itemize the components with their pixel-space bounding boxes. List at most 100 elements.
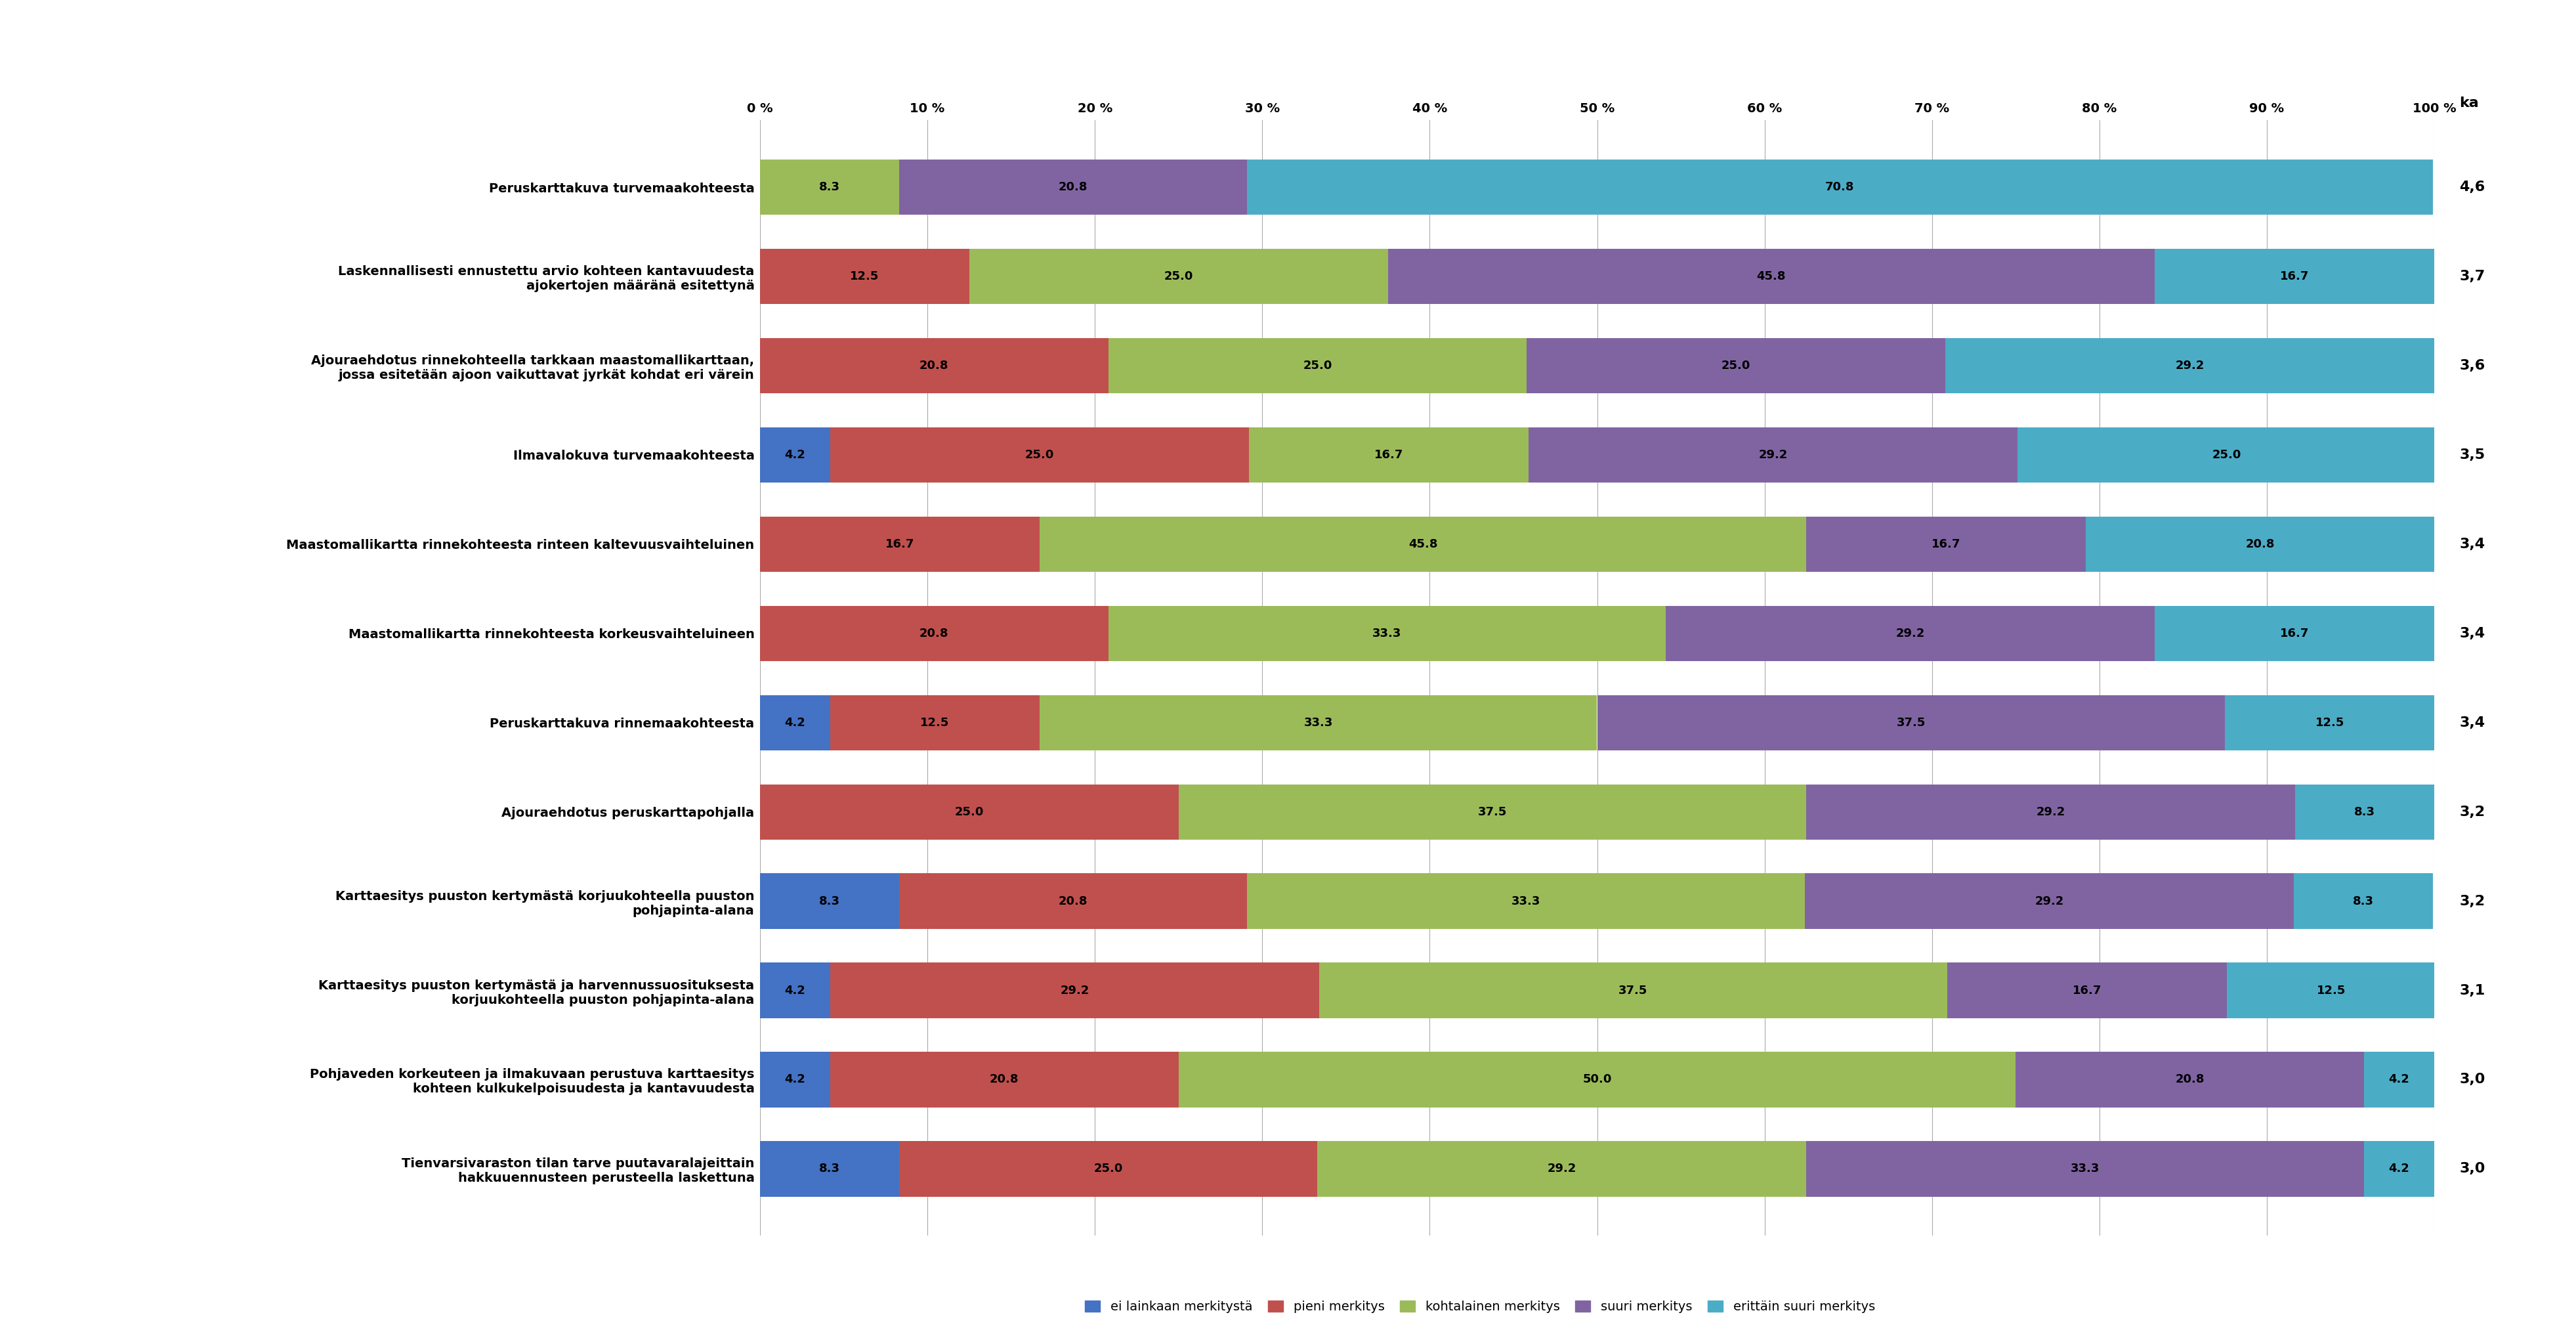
Text: 4.2: 4.2 — [786, 985, 806, 997]
Text: 12.5: 12.5 — [920, 716, 951, 728]
Text: 25.0: 25.0 — [1721, 359, 1752, 371]
Bar — [1177, 784, 1806, 839]
Text: 50.0: 50.0 — [1582, 1074, 1613, 1086]
Text: 3,6: 3,6 — [2460, 359, 2486, 373]
Bar — [829, 1051, 1177, 1108]
Text: 20.8: 20.8 — [920, 359, 948, 371]
Bar — [760, 1051, 829, 1108]
Text: 8.3: 8.3 — [2354, 806, 2375, 818]
Bar — [1108, 605, 1667, 661]
Bar — [2154, 248, 2434, 305]
Bar — [1249, 428, 1528, 482]
Text: 29.2: 29.2 — [1759, 449, 1788, 461]
Text: 4.2: 4.2 — [2388, 1162, 2409, 1174]
Text: 8.3: 8.3 — [819, 182, 840, 194]
Bar — [1806, 784, 2295, 839]
Text: 33.3: 33.3 — [2071, 1162, 2099, 1174]
Bar — [899, 1141, 1316, 1197]
Bar — [1528, 338, 1945, 393]
Bar — [760, 338, 1108, 393]
Bar — [2365, 1051, 2434, 1108]
Bar — [2295, 784, 2434, 839]
Text: 3,0: 3,0 — [2460, 1073, 2486, 1086]
Text: 16.7: 16.7 — [2280, 628, 2308, 640]
Bar — [969, 248, 1388, 305]
Text: 4.2: 4.2 — [786, 449, 806, 461]
Bar — [760, 517, 1041, 572]
Bar — [1806, 874, 2293, 929]
Text: 29.2: 29.2 — [1061, 985, 1090, 997]
Text: 8.3: 8.3 — [2352, 895, 2372, 907]
Text: 45.8: 45.8 — [1757, 270, 1785, 282]
Text: 20.8: 20.8 — [2174, 1074, 2205, 1086]
Text: 16.7: 16.7 — [1932, 538, 1960, 550]
Bar — [899, 874, 1247, 929]
Text: 25.0: 25.0 — [1095, 1162, 1123, 1174]
Bar — [2017, 428, 2437, 482]
Bar — [2226, 695, 2434, 751]
Text: 45.8: 45.8 — [1409, 538, 1437, 550]
Text: 12.5: 12.5 — [2316, 985, 2347, 997]
Text: 20.8: 20.8 — [1059, 182, 1087, 194]
Bar — [760, 428, 829, 482]
Text: 20.8: 20.8 — [989, 1074, 1020, 1086]
Bar — [760, 784, 1177, 839]
Bar — [2226, 963, 2437, 1018]
Bar — [2293, 874, 2432, 929]
Bar — [2154, 605, 2434, 661]
Text: 3,4: 3,4 — [2460, 537, 2486, 550]
Text: 16.7: 16.7 — [886, 538, 914, 550]
Text: 3,2: 3,2 — [2460, 806, 2486, 819]
Bar — [1177, 1051, 2014, 1108]
Text: 4.2: 4.2 — [786, 716, 806, 728]
Text: 3,1: 3,1 — [2460, 983, 2486, 997]
Bar — [760, 695, 829, 751]
Text: 37.5: 37.5 — [1618, 985, 1649, 997]
Text: 3,5: 3,5 — [2460, 449, 2486, 461]
Text: 16.7: 16.7 — [1373, 449, 1404, 461]
Text: 3,0: 3,0 — [2460, 1162, 2486, 1176]
Bar — [1041, 695, 1597, 751]
Bar — [829, 695, 1041, 751]
Bar — [829, 963, 1319, 1018]
Bar — [1806, 517, 2087, 572]
Text: 25.0: 25.0 — [956, 806, 984, 818]
Bar — [2087, 517, 2434, 572]
Bar — [829, 428, 1249, 482]
Text: 37.5: 37.5 — [1896, 716, 1927, 728]
Text: 4.2: 4.2 — [786, 1074, 806, 1086]
Text: 4,6: 4,6 — [2460, 180, 2486, 194]
Bar — [760, 248, 969, 305]
Text: 20.8: 20.8 — [2246, 538, 2275, 550]
Text: 3,2: 3,2 — [2460, 895, 2486, 907]
Text: 25.0: 25.0 — [1025, 449, 1054, 461]
Text: 20.8: 20.8 — [920, 628, 948, 640]
Bar — [1388, 248, 2154, 305]
Text: 29.2: 29.2 — [2035, 895, 2063, 907]
Text: 33.3: 33.3 — [1373, 628, 1401, 640]
Text: 3,7: 3,7 — [2460, 270, 2486, 283]
Bar — [1667, 605, 2154, 661]
Bar — [1597, 695, 2226, 751]
Text: 25.0: 25.0 — [2213, 449, 2241, 461]
Bar — [1316, 1141, 1806, 1197]
Bar — [2014, 1051, 2365, 1108]
Bar — [1108, 338, 1528, 393]
Bar — [1806, 1141, 2365, 1197]
Text: 70.8: 70.8 — [1826, 182, 1855, 194]
Text: 25.0: 25.0 — [1303, 359, 1332, 371]
Text: 33.3: 33.3 — [1512, 895, 1540, 907]
Legend: ei lainkaan merkitystä, pieni merkitys, kohtalainen merkitys, suuri merkitys, er: ei lainkaan merkitystä, pieni merkitys, … — [1084, 1300, 1875, 1313]
Bar — [1247, 159, 2432, 215]
Bar — [1947, 963, 2226, 1018]
Bar — [1945, 338, 2434, 393]
Text: 12.5: 12.5 — [2316, 716, 2344, 728]
Text: 29.2: 29.2 — [2174, 359, 2205, 371]
Text: 16.7: 16.7 — [2280, 270, 2308, 282]
Text: 33.3: 33.3 — [1303, 716, 1332, 728]
Text: 8.3: 8.3 — [819, 895, 840, 907]
Text: 8.3: 8.3 — [819, 1162, 840, 1174]
Text: 12.5: 12.5 — [850, 270, 878, 282]
Text: 3,4: 3,4 — [2460, 627, 2486, 640]
Text: 29.2: 29.2 — [2035, 806, 2066, 818]
